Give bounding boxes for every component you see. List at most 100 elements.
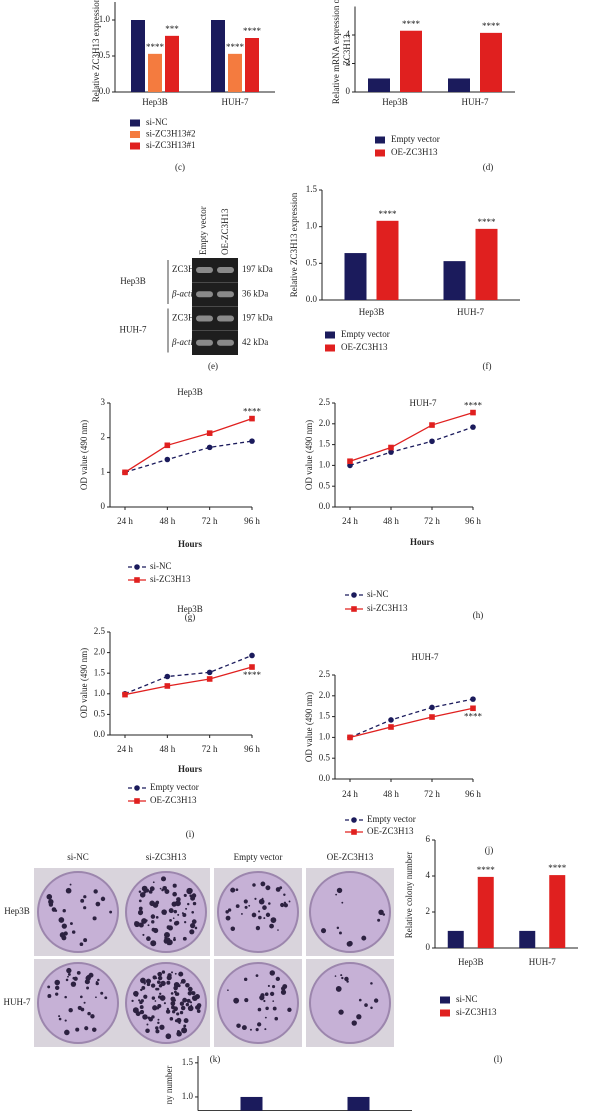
bar <box>165 35 179 92</box>
bar <box>480 32 502 92</box>
colony <box>351 1020 357 1026</box>
colony <box>356 1014 362 1020</box>
y-tick-label: 0.0 <box>319 501 331 511</box>
y-tick-label: 2 <box>346 58 351 68</box>
x-tick-label: 48 h <box>383 789 399 799</box>
colony <box>150 940 157 947</box>
colony <box>86 974 91 980</box>
colony <box>131 999 134 1003</box>
y-tick-label: 1.0 <box>182 1091 194 1101</box>
marker <box>429 438 435 445</box>
colony <box>275 887 281 892</box>
legend-swatch <box>440 1009 450 1017</box>
colony <box>54 985 60 991</box>
y-tick-label: 2.5 <box>319 669 331 679</box>
y-axis-label: OD value (490 nm) <box>304 692 314 762</box>
bar <box>519 930 536 948</box>
colony <box>92 916 97 921</box>
x-tick-label: 72 h <box>202 744 218 754</box>
colony <box>262 905 267 910</box>
colony <box>142 1014 148 1020</box>
legend-label: si-ZC3H13 <box>456 1007 497 1017</box>
y-tick-label: 0.0 <box>94 729 106 739</box>
y-tick-label: 1 <box>101 466 106 476</box>
significance: **** <box>477 865 496 875</box>
plate <box>217 871 299 953</box>
marker <box>249 438 255 444</box>
colony <box>189 929 195 935</box>
blot-band <box>217 339 234 346</box>
legend-swatch <box>325 331 335 339</box>
blot-column-label: OE-ZC3H13 <box>220 208 230 255</box>
y-tick-label: 1.5 <box>94 667 106 677</box>
blot-band <box>217 267 234 273</box>
y-tick-label: 1.0 <box>306 221 318 231</box>
legend-label: Empty vector <box>341 329 390 339</box>
line <box>349 698 474 738</box>
colony <box>173 909 178 914</box>
colony <box>251 912 257 918</box>
colony <box>167 925 173 931</box>
y-tick-label: 0 <box>346 86 351 96</box>
colony <box>225 915 231 921</box>
legend-label: OE-ZC3H13 <box>341 342 388 352</box>
marker <box>388 444 394 451</box>
legend-label: si-NC <box>456 994 478 1004</box>
colony <box>87 1011 91 1016</box>
colony <box>243 977 248 982</box>
colony <box>63 931 68 936</box>
colony <box>150 1016 153 1019</box>
bar <box>443 261 466 300</box>
colony <box>382 913 386 916</box>
panel-label: (l) <box>494 1054 503 1064</box>
marker <box>122 691 128 698</box>
y-axis-label: ZC3H13 <box>342 34 352 66</box>
line <box>349 426 474 467</box>
colony <box>46 894 53 900</box>
y-tick-label: 2 <box>101 432 106 442</box>
significance: **** <box>379 209 398 219</box>
blot-band <box>196 339 213 346</box>
colony <box>176 897 181 902</box>
colony <box>159 1024 165 1030</box>
colony <box>150 983 156 988</box>
colony <box>141 918 147 924</box>
marker <box>206 444 213 451</box>
blot-band <box>196 315 213 322</box>
colony <box>255 925 261 931</box>
colony <box>241 913 243 915</box>
legend-label: Empty vector <box>391 134 440 144</box>
colony <box>161 909 167 915</box>
blot-band <box>196 267 213 273</box>
y-tick-label: 1.5 <box>319 711 331 721</box>
colony <box>64 1019 67 1022</box>
colony <box>180 1005 186 1011</box>
colony <box>152 1005 158 1011</box>
legend-label: si-ZC3H13 <box>150 574 191 584</box>
panel-label: (c) <box>175 162 185 172</box>
legend-marker <box>134 564 140 570</box>
y-tick-label: 1.0 <box>99 14 111 24</box>
colony <box>358 998 362 1002</box>
y-tick-label: 1.0 <box>319 731 331 741</box>
colony <box>364 1003 368 1007</box>
plate <box>125 962 207 1044</box>
colony <box>344 976 349 982</box>
colony <box>58 1015 61 1018</box>
colony <box>268 902 271 905</box>
colony <box>230 887 236 893</box>
colony <box>280 902 285 908</box>
y-tick-label: 0.0 <box>99 86 111 96</box>
y-tick-label: 0 <box>101 501 106 511</box>
colony <box>145 919 148 922</box>
colony <box>174 1007 177 1010</box>
colony <box>176 1031 182 1037</box>
colony <box>166 1007 169 1010</box>
colony <box>336 926 340 930</box>
colony <box>161 888 164 892</box>
x-tick-label: 72 h <box>202 516 218 526</box>
y-axis-label: Relative colony number <box>404 852 414 938</box>
colony <box>283 903 288 908</box>
colony <box>157 1021 160 1025</box>
legend-label: Empty vector <box>150 782 199 792</box>
